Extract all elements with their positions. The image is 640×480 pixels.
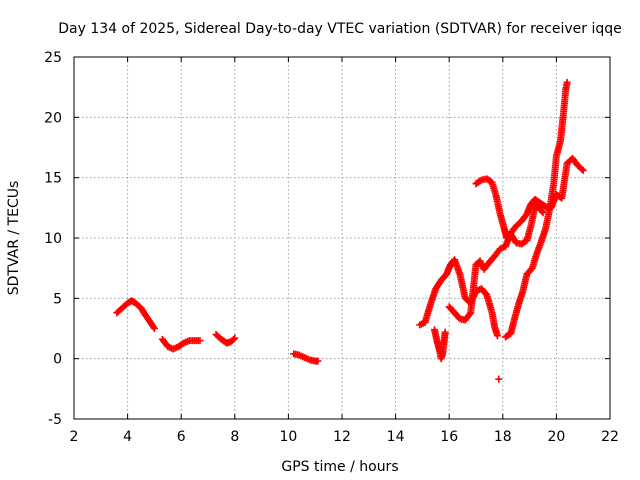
x-tick-label: 14 [387,429,405,445]
y-tick-label: 20 [44,110,62,126]
x-tick-label: 8 [230,429,239,445]
sdtvar-chart: 2 4 6 8 10 12 14 16 18 20 22 -5 0 5 10 15 20 25 Day 134 o… [0,0,640,480]
data-series-seg-j [495,376,502,383]
tick-layer: 2 4 6 8 10 12 14 16 18 20 22 -5 0 5 10 15 20 25 [44,50,619,445]
y-tick-label: 5 [53,291,62,307]
data-series-seg-h [473,175,547,247]
y-tick-label: -5 [48,412,62,428]
x-tick-label: 2 [70,429,79,445]
y-tick-label: 10 [44,231,62,247]
chart-title: Day 134 of 2025, Sidereal Day-to-day VTE… [58,21,622,37]
data-series-seg-a [113,297,158,332]
x-tick-label: 20 [547,429,565,445]
x-tick-label: 10 [279,429,297,445]
y-tick-label: 0 [53,352,62,368]
x-tick-label: 6 [177,429,186,445]
x-tick-label: 12 [333,429,351,445]
x-tick-label: 22 [601,429,619,445]
x-tick-label: 16 [440,429,458,445]
y-axis-label: SDTVAR / TECUs [6,181,22,296]
x-axis-label: GPS time / hours [281,459,398,475]
y-tick-label: 25 [44,50,62,66]
data-series-seg-d [290,350,321,364]
x-tick-label: 4 [123,429,132,445]
data-layer [113,79,586,383]
x-tick-label: 18 [494,429,512,445]
y-tick-label: 15 [44,171,62,187]
data-series-seg-f [431,326,449,362]
